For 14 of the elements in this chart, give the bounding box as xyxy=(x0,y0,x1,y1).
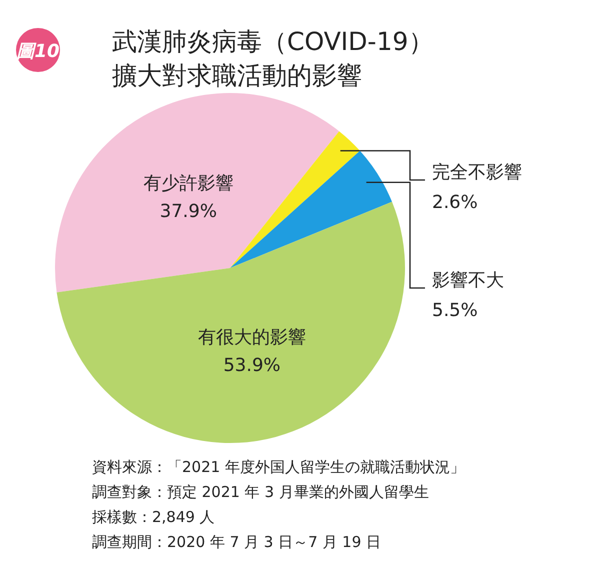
text: 調查期間：2020 年 7 月 3 日～7 月 19 日 xyxy=(92,533,382,551)
source-note: 資料來源：「2021 年度外国人留学生の就職活動状況」 xyxy=(92,458,465,476)
text: 調查對象：預定 2021 年 3 月畢業的外國人留學生 xyxy=(92,483,429,501)
text: 採樣數：2,849 人 xyxy=(92,508,215,526)
data-label: 2.6% xyxy=(432,192,478,213)
slice-label: 完全不影響 xyxy=(432,162,522,183)
slice-label: 有少許影響 xyxy=(143,173,234,194)
data-label: 5.5% xyxy=(432,300,478,321)
data-label: 37.9% xyxy=(160,201,217,222)
chart-title: 武漢肺炎病毒（COVID-19）擴大對求職活動的影響 xyxy=(112,27,434,90)
slice-label: 影響不大 xyxy=(432,270,504,291)
slice-label: 有很大的影響 xyxy=(198,327,306,348)
caption: 圖10 xyxy=(16,41,60,62)
data-label: 53.9% xyxy=(223,355,280,376)
